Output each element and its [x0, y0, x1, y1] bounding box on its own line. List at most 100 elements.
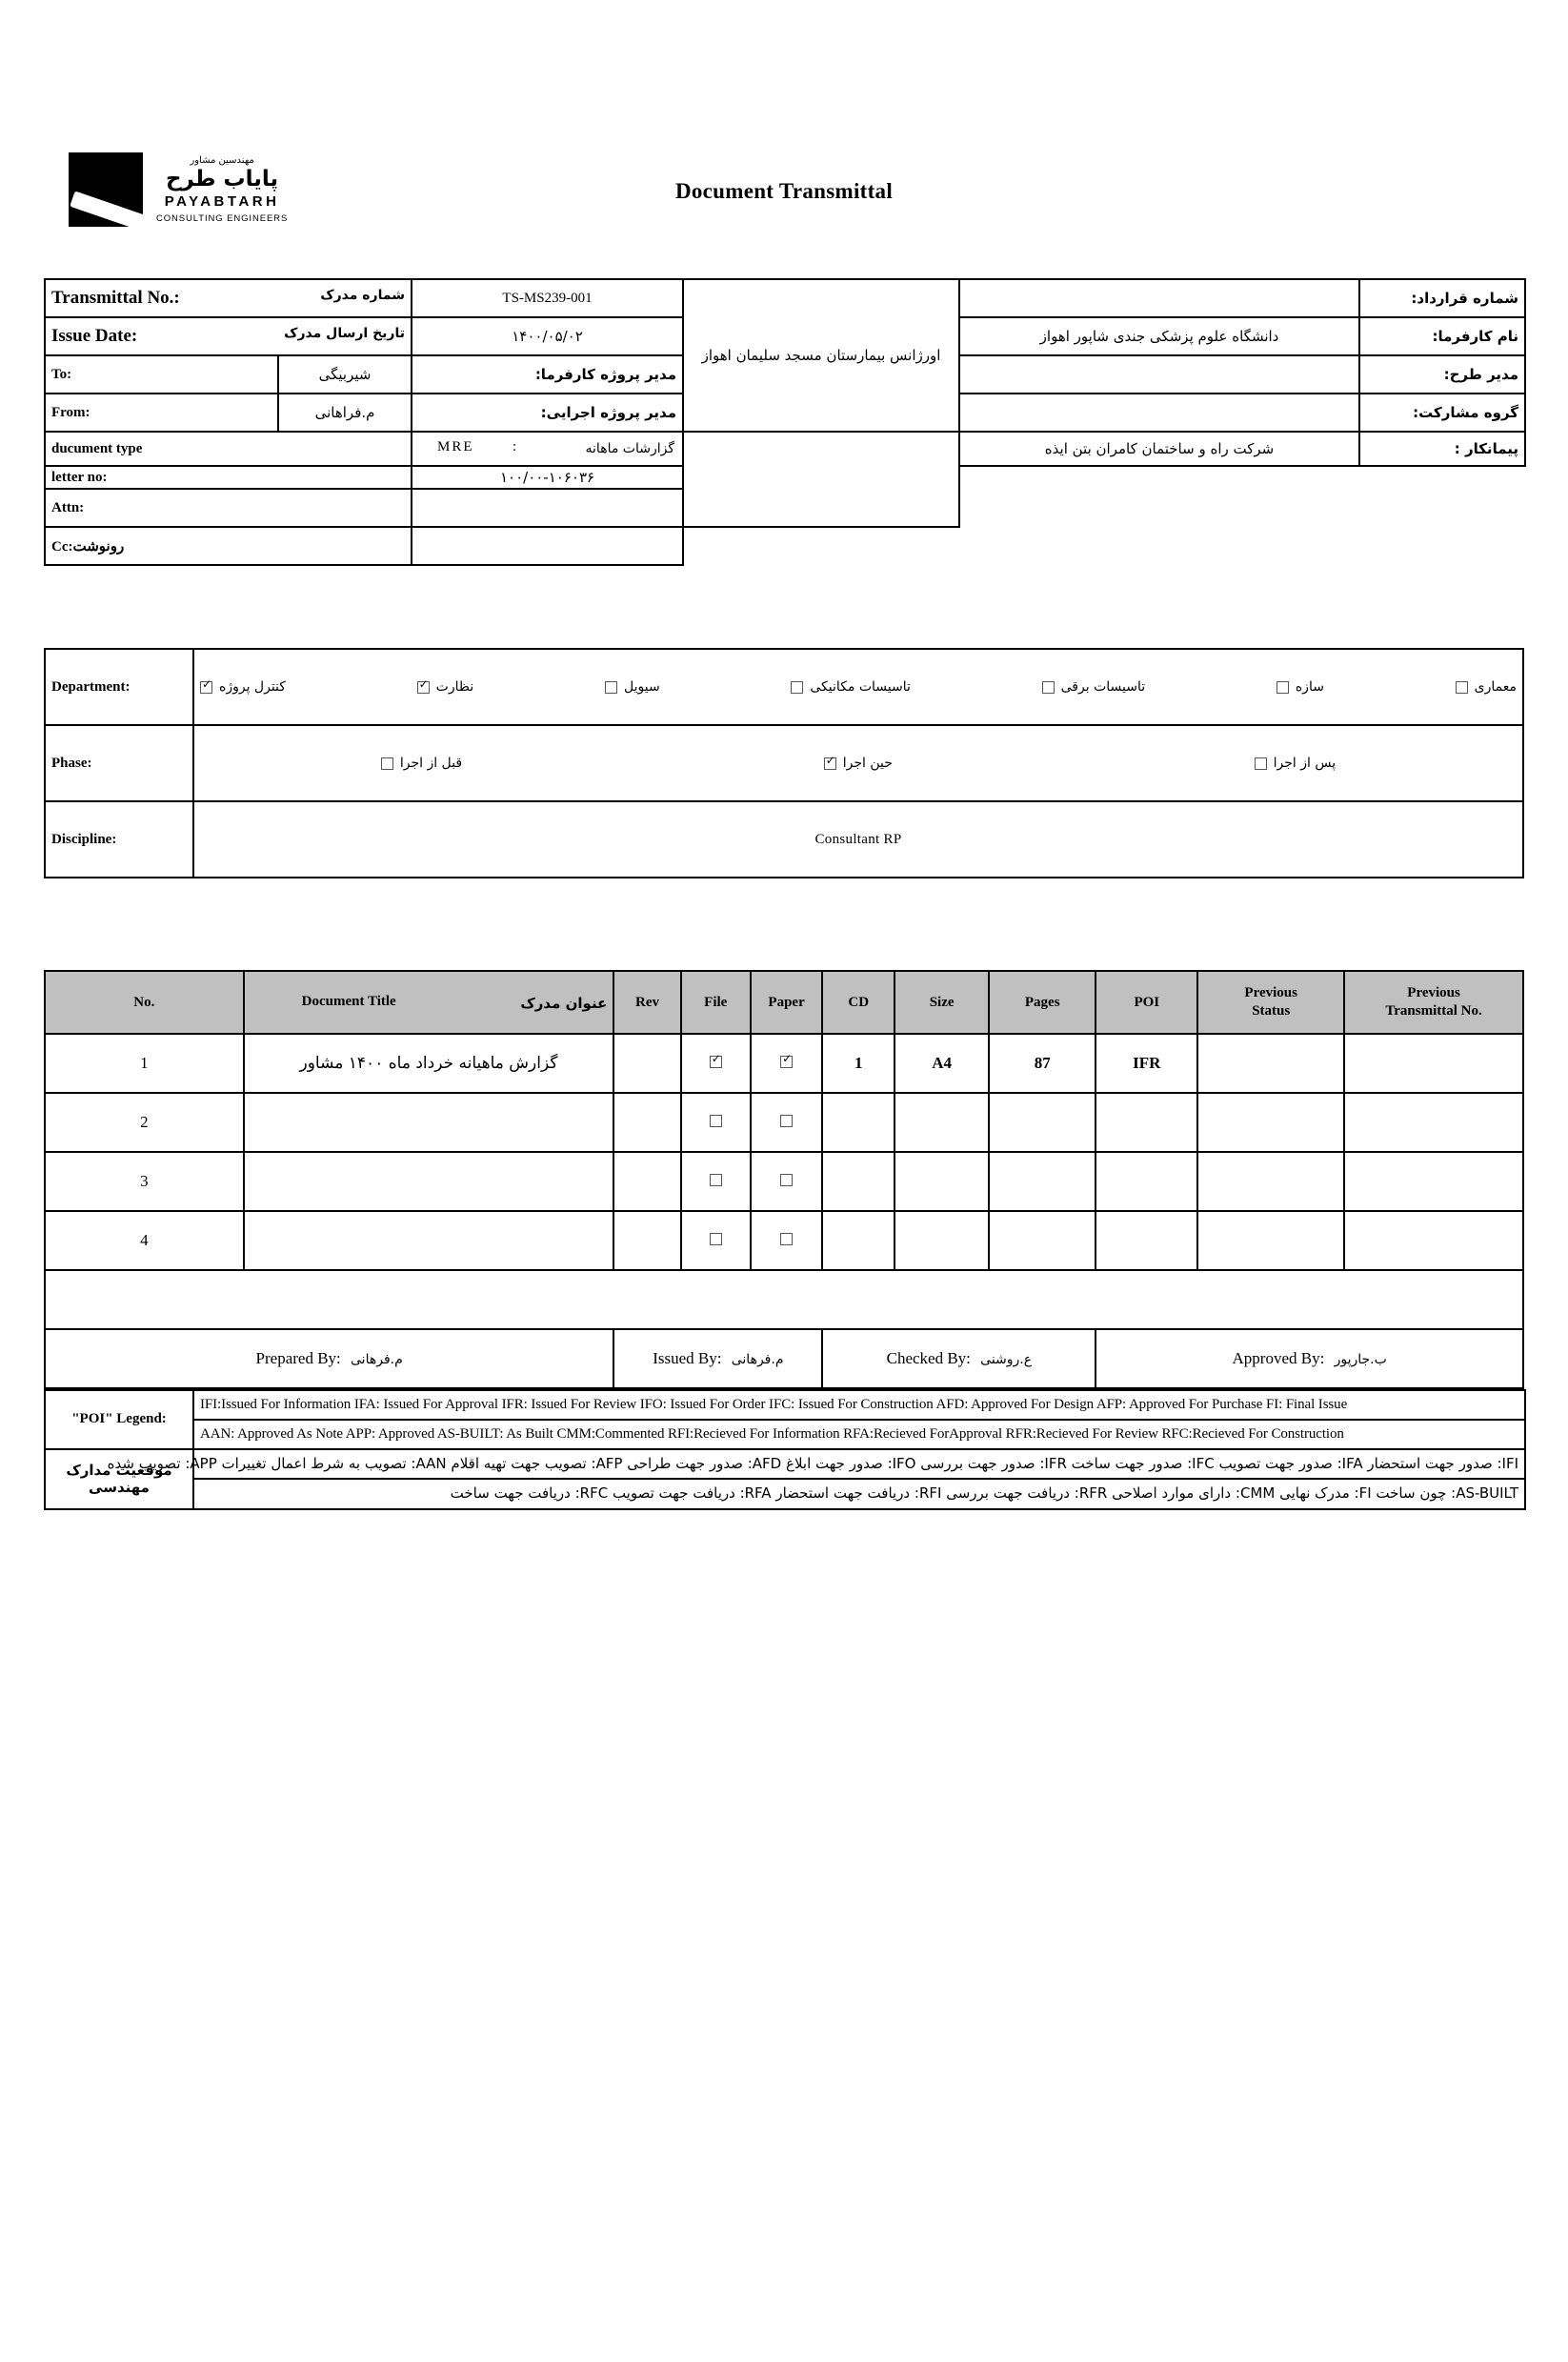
row-no: 2	[44, 1092, 245, 1153]
transmittal-no-value: TS-MS239-001	[411, 278, 685, 318]
table-row: تاریخ ارسال مدرک Issue Date: ۱۴۰۰/۰۵/۰۲ …	[43, 316, 1527, 356]
poi-legend-line-1: IFI:Issued For Information IFA: Issued F…	[192, 1389, 1526, 1421]
table-row: AS-BUILT: چون ساخت FI: مدرک نهایی CMM: د…	[45, 1478, 1526, 1510]
cc-value	[411, 526, 685, 566]
checkbox-icon[interactable]	[416, 678, 430, 694]
from-role-label: مدیر پروژه اجرایی:	[411, 393, 685, 433]
issue-date-label-cell: تاریخ ارسال مدرک Issue Date:	[43, 316, 413, 356]
col-header-cd: CD	[821, 970, 896, 1035]
prev-status-line2: Status	[1252, 1003, 1291, 1019]
row-no: 4	[44, 1210, 245, 1271]
checkbox-icon[interactable]	[780, 1053, 794, 1068]
row-no: 1	[44, 1033, 245, 1094]
col-header-paper: Paper	[749, 970, 824, 1035]
document-page: مهندسین مشاور پایاب طرح PAYABTARH CONSUL…	[0, 133, 1568, 2362]
department-option-civil[interactable]: سیویل	[604, 679, 660, 695]
row-previous-transmittal-no	[1343, 1092, 1524, 1153]
issue-date-value: ۱۴۰۰/۰۵/۰۲	[411, 316, 685, 356]
phase-checkbox-group: پس از اجرا حین اجرا قبل از اجرا	[200, 728, 1517, 798]
poi-legend-block: "POI" Legend: IFI:Issued For Information…	[44, 1389, 1526, 1510]
checkbox-icon[interactable]	[709, 1053, 722, 1068]
checkbox-icon[interactable]	[823, 755, 836, 770]
poi-legend-table: "POI" Legend: IFI:Issued For Information…	[44, 1389, 1526, 1510]
phase-option-during-execution[interactable]: حین اجرا	[823, 755, 893, 771]
approved-by-value: ب.جارپور	[1334, 1352, 1387, 1367]
col-header-rev: Rev	[613, 970, 682, 1035]
transmittal-no-label-fa: شماره مدرک	[320, 288, 406, 303]
row-file-cell[interactable]	[679, 1092, 752, 1153]
row-paper-cell[interactable]	[749, 1210, 824, 1271]
department-option-sazeh[interactable]: سازه	[1276, 679, 1324, 695]
prepared-by-label: Prepared By:	[255, 1349, 341, 1367]
header-info-table: شماره مدرک Transmittal No.: TS-MS239-001…	[43, 278, 1527, 566]
classification-block: Department: معماری سازه	[44, 648, 1524, 878]
checkbox-icon[interactable]	[709, 1115, 722, 1127]
contract-no-value	[958, 278, 1361, 318]
logo-text-group: مهندسین مشاور پایاب طرح PAYABTARH CONSUL…	[156, 152, 288, 224]
checkbox-icon[interactable]	[780, 1174, 794, 1186]
row-previous-status	[1196, 1092, 1346, 1153]
approved-by-cell: Approved By: ب.جارپور	[1095, 1328, 1524, 1389]
design-manager-value	[958, 354, 1361, 394]
department-option-project-control[interactable]: کنترل پروژه	[200, 678, 286, 695]
department-option-memari[interactable]: معماری	[1455, 679, 1517, 695]
department-options-cell: معماری سازه تاسیسات برقی	[192, 648, 1524, 726]
table-row: شماره مدرک Transmittal No.: TS-MS239-001…	[43, 278, 1527, 433]
checkbox-icon[interactable]	[780, 1233, 794, 1245]
checkbox-icon[interactable]	[1254, 757, 1267, 770]
checkbox-icon[interactable]	[709, 1174, 722, 1186]
row-file-cell[interactable]	[679, 1151, 752, 1212]
checkbox-icon[interactable]	[1455, 680, 1468, 694]
logo-fa-top: مهندسین مشاور	[190, 155, 254, 166]
table-row: AAN: Approved As Note APP: Approved AS-B…	[45, 1418, 1526, 1450]
checkbox-icon[interactable]	[780, 1115, 794, 1127]
department-option-label: تاسیسات برقی	[1060, 679, 1146, 695]
logo-en-sub: CONSULTING ENGINEERS	[156, 212, 289, 224]
document-type-value-fa: گزارشات ماهانه	[585, 441, 675, 456]
department-option-label: سیویل	[623, 679, 660, 695]
contractor-label: پیمانکار :	[1358, 431, 1527, 467]
row-size: A4	[894, 1033, 991, 1094]
design-manager-label: مدیر طرح:	[1358, 354, 1527, 394]
phase-option-after-execution[interactable]: پس از اجرا	[1254, 756, 1336, 771]
table-header-row: No. Document Title عنوان مدرک Rev File P…	[44, 970, 1524, 1035]
page-title: Document Transmittal	[674, 179, 894, 203]
row-file-cell[interactable]	[679, 1033, 752, 1094]
checkbox-icon[interactable]	[604, 680, 617, 694]
department-label: Department:	[44, 648, 194, 726]
row-paper-cell[interactable]	[749, 1151, 824, 1212]
employer-value: دانشگاه علوم پزشکی جندی شاپور اهواز	[958, 316, 1361, 356]
poi-legend-label: "POI" Legend:	[44, 1389, 194, 1450]
attn-label: Attn:	[43, 488, 413, 528]
row-document-title	[242, 1151, 615, 1212]
checkbox-icon[interactable]	[380, 757, 393, 770]
row-pages	[988, 1210, 1097, 1271]
checkbox-icon[interactable]	[1276, 680, 1289, 694]
checkbox-icon[interactable]	[200, 678, 212, 694]
table-row: Discipline: Consultant RP	[44, 800, 1524, 878]
poi-legend-label-fa: موقعیت مدارک مهندسی	[44, 1447, 194, 1510]
checkbox-icon[interactable]	[1041, 680, 1055, 694]
department-option-electrical[interactable]: تاسیسات برقی	[1041, 679, 1146, 695]
col-header-poi: POI	[1095, 970, 1199, 1035]
table-row: ducument type MRE : گزارشات ماهانه شرکت …	[43, 431, 1527, 528]
checkbox-icon[interactable]	[791, 680, 804, 694]
row-previous-status	[1196, 1033, 1346, 1094]
row-file-cell[interactable]	[679, 1210, 752, 1271]
contractor-value: شرکت راه و ساختمان کامران بتن ایذه	[958, 431, 1361, 467]
spacer-cell-b	[1359, 466, 1526, 489]
document-list-table: No. Document Title عنوان مدرک Rev File P…	[43, 970, 1524, 1389]
table-row: letter no: ۱۰۰/۰۰-۱۰۶۰۳۶	[43, 465, 1526, 490]
col-header-title-fa: عنوان مدرک	[520, 994, 608, 1012]
phase-option-before-execution[interactable]: قبل از اجرا	[380, 756, 462, 771]
row-paper-cell[interactable]	[749, 1092, 824, 1153]
issue-date-label-en: Issue Date:	[51, 326, 138, 346]
row-paper-cell[interactable]	[749, 1033, 824, 1094]
contractor-project-spacer	[682, 431, 961, 528]
row-previous-transmittal-no	[1343, 1151, 1524, 1212]
checkbox-icon[interactable]	[709, 1233, 722, 1245]
department-option-mechanical[interactable]: تاسیسات مکانیکی	[791, 679, 911, 695]
department-option-supervision[interactable]: نظارت	[416, 678, 473, 695]
table-row: Attn:	[43, 488, 1526, 528]
blank-area-cell	[44, 1269, 1524, 1330]
